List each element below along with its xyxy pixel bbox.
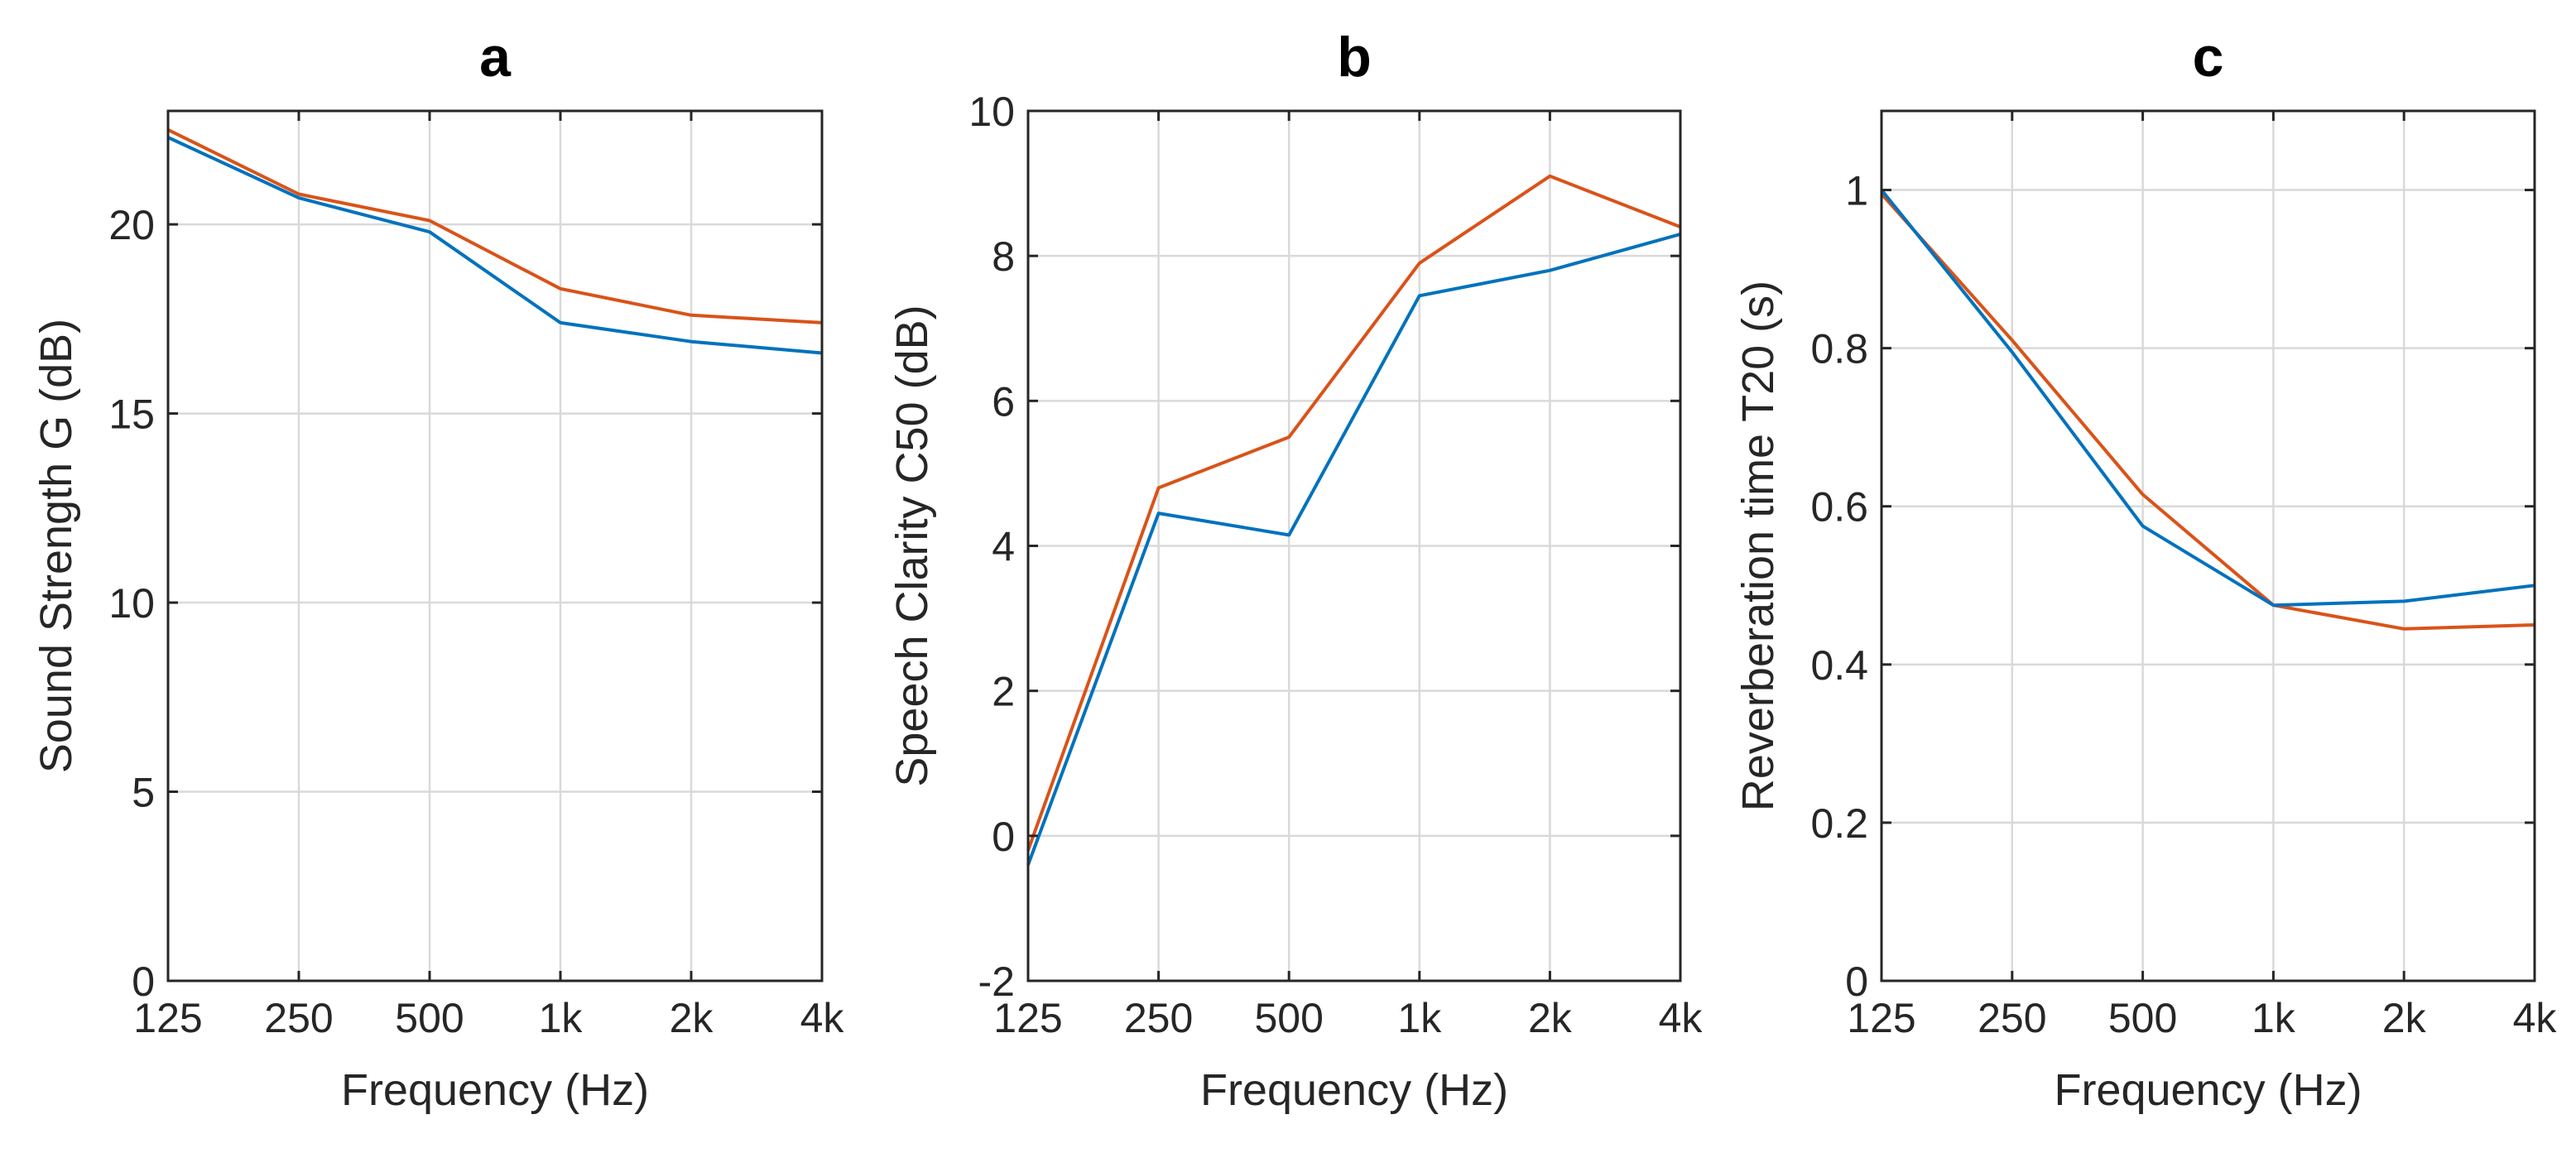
x-axis-label: Frequency (Hz) — [2054, 1065, 2362, 1115]
grid — [1880, 111, 2536, 982]
y-tick-label: 20 — [108, 202, 155, 248]
x-tick-label: 250 — [1978, 995, 2046, 1041]
series-line-1 — [1880, 192, 2535, 631]
panel-title: a — [479, 26, 512, 89]
x-tick-label: 2k — [2382, 995, 2427, 1041]
y-tick-label: 0 — [1845, 958, 1868, 1005]
y-axis-label: Reverberation time T20 (s) — [1733, 281, 1783, 811]
y-tick-label: 0 — [132, 958, 155, 1005]
x-tick-label: 1k — [539, 995, 584, 1041]
y-tick-label: 0.4 — [1810, 642, 1868, 689]
x-tick-label: 125 — [993, 995, 1062, 1041]
y-tick-label: 15 — [108, 392, 155, 438]
x-tick-label: 250 — [1124, 995, 1193, 1041]
x-tick-label: 2k — [670, 995, 714, 1041]
x-tick-label: 125 — [1847, 995, 1915, 1041]
y-tick-label: 2 — [992, 669, 1015, 715]
x-tick-label: 2k — [1528, 995, 1573, 1041]
y-tick-label: 5 — [132, 770, 155, 816]
y-tick-label: 6 — [992, 378, 1015, 425]
y-tick-label: 8 — [992, 233, 1015, 280]
x-tick-label: 1k — [2252, 995, 2296, 1041]
panel-title: c — [2193, 26, 2224, 89]
x-tick-label: 500 — [395, 995, 464, 1041]
y-axis-label: Speech Clarity C50 (dB) — [887, 305, 937, 786]
panel-c: 125 250 500 1k 2k 4k 0 0.2 0.4 0.6 0.8 1 c Frequency … — [1733, 26, 2557, 1115]
panel-a: 125 250 500 1k 2k 4k 0 5 10 15 20 a Frequency (Hz) So… — [31, 26, 844, 1115]
y-axis-label: Sound Strength G (dB) — [31, 319, 81, 773]
x-tick-label: 1k — [1397, 995, 1442, 1041]
series-line-2 — [167, 136, 823, 355]
x-tick-label: 4k — [800, 995, 845, 1041]
x-tick-label: 125 — [133, 995, 202, 1041]
panel-b: 125 250 500 1k 2k 4k -2 0 2 4 6 8 10 b Frequency (Hz) S… — [887, 26, 1703, 1115]
grid — [166, 111, 824, 982]
y-tick-label: -2 — [978, 958, 1015, 1005]
y-tick-label: 0.8 — [1810, 326, 1868, 372]
series-line-1 — [1026, 174, 1681, 851]
x-tick-label: 500 — [2108, 995, 2177, 1041]
x-tick-label: 250 — [264, 995, 333, 1041]
series-line-2 — [1880, 189, 2535, 608]
y-tick-label: 10 — [108, 580, 155, 627]
y-tick-label: 10 — [968, 89, 1015, 135]
x-tick-label: 4k — [1659, 995, 1704, 1041]
x-axis-label: Frequency (Hz) — [341, 1065, 649, 1115]
y-tick-label: 0.6 — [1810, 484, 1868, 531]
axes-box — [1880, 109, 2536, 982]
axes-box — [166, 109, 824, 982]
grid — [1026, 109, 1682, 982]
y-tick-label: 0 — [992, 814, 1015, 860]
panel-title: b — [1337, 26, 1372, 89]
y-tick-label: 4 — [992, 524, 1015, 570]
x-tick-label: 500 — [1254, 995, 1323, 1041]
x-tick-label: 4k — [2513, 995, 2558, 1041]
y-tick-label: 0.2 — [1810, 800, 1868, 847]
y-tick-label: 1 — [1845, 168, 1868, 214]
series-line-2 — [1026, 232, 1681, 866]
x-axis-label: Frequency (Hz) — [1200, 1065, 1508, 1115]
series-line-1 — [167, 128, 823, 324]
